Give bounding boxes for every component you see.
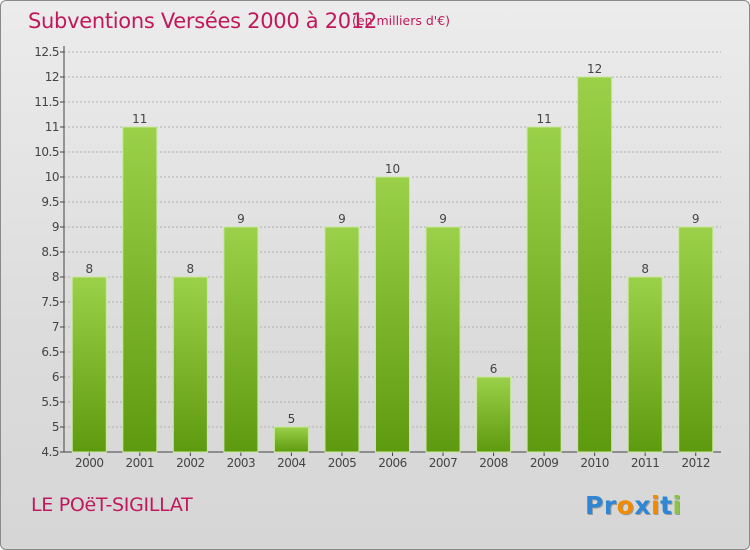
data-label: 9 <box>338 212 346 226</box>
chart-title: Subventions Versées 2000 à 2012 <box>28 9 377 33</box>
logo-letter: i <box>672 491 682 520</box>
x-tick-label: 2000 <box>75 456 104 470</box>
y-tick-label: 7.5 <box>41 295 59 309</box>
y-tick-label: 11.5 <box>34 95 59 109</box>
data-label: 11 <box>132 112 147 126</box>
data-label: 9 <box>439 212 447 226</box>
x-tick-label: 2001 <box>126 456 155 470</box>
unit-note: (en milliers d'€) <box>352 13 451 28</box>
x-tick-label: 2003 <box>227 456 256 470</box>
bar <box>273 426 309 453</box>
data-label: 10 <box>385 162 400 176</box>
labels: 8 2000 11 2001 8 2002 9 2003 5 2004 9 2005 10 2006 9 20… <box>75 62 711 470</box>
bar <box>324 226 360 453</box>
bar <box>627 276 663 453</box>
x-tick-label: 2012 <box>681 456 710 470</box>
bar <box>678 226 714 453</box>
logo-letter: t <box>660 491 673 520</box>
data-label: 9 <box>692 212 700 226</box>
y-tick-label: 10.5 <box>34 145 59 159</box>
y-tick-label: 10 <box>45 170 59 184</box>
y-tick-label: 7 <box>52 320 59 334</box>
data-label: 12 <box>587 62 602 76</box>
logo-letter: x <box>634 491 651 520</box>
logo-letter: o <box>616 491 635 520</box>
y-tick-label: 12.5 <box>34 45 59 59</box>
bar <box>71 276 107 453</box>
y-tick-label: 4.5 <box>41 445 59 459</box>
bar <box>375 176 410 453</box>
y-tick-label: 11 <box>45 120 59 134</box>
data-label: 8 <box>187 262 195 276</box>
y-tick-label: 6.5 <box>41 345 59 359</box>
y-tick-label: 12 <box>45 70 59 84</box>
y-tick-label: 8.5 <box>41 245 59 259</box>
bars <box>71 76 714 453</box>
bar <box>223 226 259 453</box>
x-tick-label: 2008 <box>479 456 508 470</box>
logo-letter: i <box>651 491 661 520</box>
x-tick-label: 2009 <box>530 456 559 470</box>
proxiti-logo[interactable]: Proxiti <box>585 491 682 520</box>
x-tick-label: 2005 <box>328 456 357 470</box>
x-tick-label: 2010 <box>580 456 609 470</box>
x-tick-label: 2006 <box>378 456 407 470</box>
y-tick-label: 5.5 <box>41 395 59 409</box>
bar <box>425 226 461 453</box>
y-tick-label: 9 <box>52 220 59 234</box>
data-label: 11 <box>536 112 551 126</box>
y-tick-label: 9.5 <box>41 195 59 209</box>
data-label: 5 <box>288 412 296 426</box>
y-tick-label: 6 <box>52 370 59 384</box>
data-label: 9 <box>237 212 245 226</box>
y-tick-label: 5 <box>52 420 59 434</box>
bar <box>526 126 562 453</box>
bar <box>172 276 208 453</box>
data-label: 8 <box>85 262 93 276</box>
logo-letter: r <box>603 491 617 520</box>
data-label: 8 <box>641 262 649 276</box>
logo-letter: P <box>585 491 604 520</box>
x-tick-label: 2002 <box>176 456 205 470</box>
bar <box>476 376 512 453</box>
bar <box>577 76 613 453</box>
x-tick-label: 2004 <box>277 456 306 470</box>
x-tick-label: 2011 <box>631 456 660 470</box>
bar <box>122 126 158 453</box>
data-label: 6 <box>490 362 498 376</box>
x-tick-label: 2007 <box>429 456 458 470</box>
y-tick-label: 8 <box>52 270 59 284</box>
place-name: LE POëT-SIGILLAT <box>31 494 193 516</box>
